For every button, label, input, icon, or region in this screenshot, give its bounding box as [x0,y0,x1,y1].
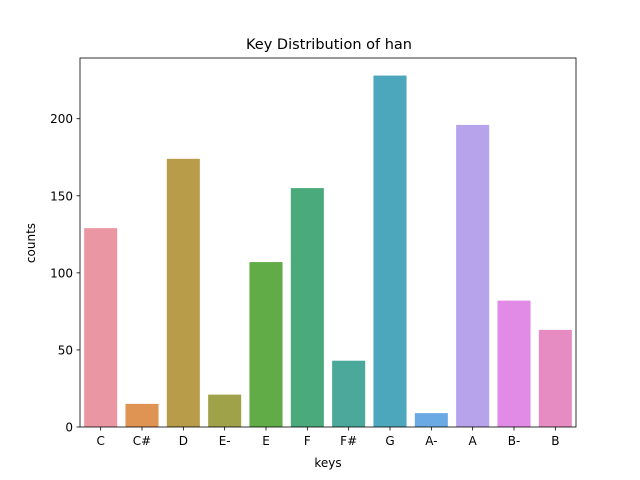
x-tick-label: E [262,434,270,448]
bar-f [290,188,324,427]
bars-group [84,75,572,428]
bar-e [249,262,283,427]
y-axis-label: counts [24,223,38,263]
x-axis: C C# D E- E F F# G A- A B- B [96,427,559,448]
x-axis-label: keys [314,456,341,470]
chart-title: Key Distribution of han [246,37,412,53]
y-axis: 0 50 100 150 200 [50,112,80,435]
y-tick-label: 100 [50,266,73,280]
y-tick-label: 50 [58,343,73,357]
bar-c [84,228,118,427]
bar-a-flat [414,413,448,427]
x-tick-label: G [385,434,394,448]
x-tick-label: C# [133,434,151,448]
bar-e-flat [208,394,242,427]
x-tick-label: D [179,434,188,448]
x-tick-label: E- [219,434,231,448]
x-tick-label: C [96,434,104,448]
y-tick-label: 200 [50,112,73,126]
bar-g [373,75,407,428]
x-tick-label: B [551,434,559,448]
bar-f-sharp [332,360,366,427]
bar-d [166,158,200,427]
x-tick-label: A- [425,434,437,448]
x-tick-label: F# [340,434,357,448]
y-tick-label: 150 [50,189,73,203]
x-tick-label: A [469,434,478,448]
plot-frame [79,57,577,428]
y-tick-label: 0 [65,421,73,435]
bar-b [538,329,572,427]
x-tick-label: F [304,434,311,448]
bar-b-flat [497,300,531,427]
bar-c-sharp [125,403,159,427]
x-tick-label: B- [508,434,521,448]
bar-a [456,124,490,427]
